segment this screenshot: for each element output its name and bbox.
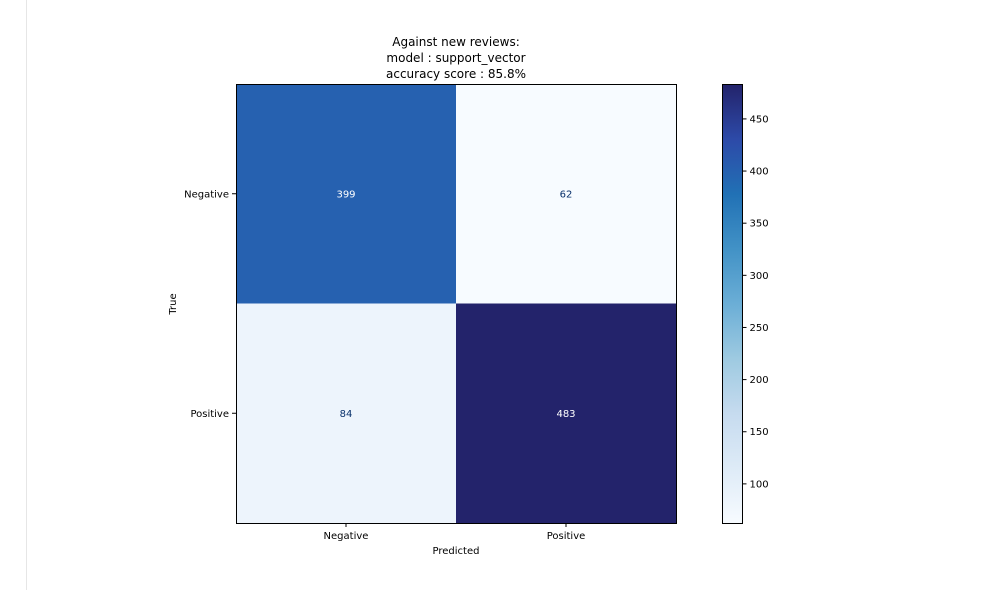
chart-title: Against new reviews: model : support_vec… bbox=[236, 34, 676, 82]
colorbar-tick-label: 100 bbox=[750, 479, 769, 490]
colorbar-tick-label: 450 bbox=[750, 114, 769, 125]
colorbar-tick-label: 300 bbox=[750, 271, 769, 282]
chart-title-line-2: model : support_vector bbox=[386, 51, 526, 65]
x-tick-label: Negative bbox=[324, 531, 369, 542]
x-axis-ticks: Negative Positive bbox=[324, 523, 586, 542]
y-tick-label: Positive bbox=[190, 409, 229, 420]
colorbar bbox=[722, 84, 743, 524]
heatmap-cell-0-0 bbox=[236, 84, 456, 304]
chart-title-line-1: Against new reviews: bbox=[392, 35, 520, 49]
colorbar-tick-label: 250 bbox=[750, 323, 769, 334]
x-axis-label: Predicted bbox=[433, 546, 480, 557]
heatmap-cell-1-0 bbox=[236, 303, 456, 523]
y-axis-ticks: Negative Positive bbox=[184, 189, 236, 420]
x-tick-label: Positive bbox=[547, 531, 586, 542]
heatmap-cell-label-0-1: 62 bbox=[560, 189, 573, 200]
heatmap-cells: 399 62 84 483 bbox=[236, 84, 676, 523]
heatmap-cell-0-1 bbox=[456, 84, 676, 304]
colorbar-ticks: 100 150 200 250 300 350 400 450 bbox=[742, 114, 769, 490]
heatmap-cell-label-0-0: 399 bbox=[336, 189, 355, 200]
colorbar-tick-label: 150 bbox=[750, 427, 769, 438]
heatmap-cell-label-1-1: 483 bbox=[556, 409, 575, 420]
heatmap-cell-1-1 bbox=[456, 303, 676, 523]
chart-title-line-3: accuracy score : 85.8% bbox=[386, 67, 526, 81]
y-axis-label: True bbox=[168, 293, 179, 315]
colorbar-tick-label: 350 bbox=[750, 219, 769, 230]
heatmap-cell-label-1-0: 84 bbox=[340, 409, 353, 420]
y-tick-label: Negative bbox=[184, 189, 229, 200]
colorbar-tick-label: 400 bbox=[750, 167, 769, 178]
plot-frame bbox=[236, 84, 677, 524]
page-left-border bbox=[26, 0, 27, 590]
colorbar-tick-label: 200 bbox=[750, 375, 769, 386]
